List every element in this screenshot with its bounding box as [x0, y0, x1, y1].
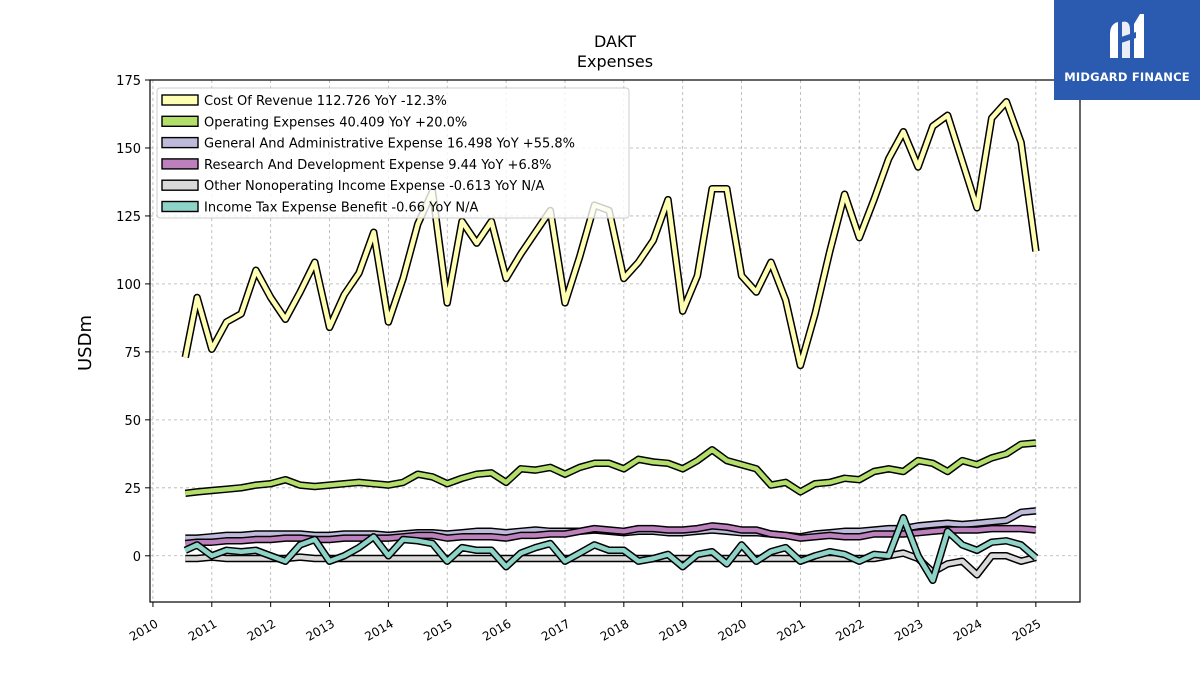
legend-label: Other Nonoperating Income Expense -0.613… [204, 179, 544, 194]
series-operating-expenses [184, 439, 1037, 498]
x-tick-label: 2019 [657, 616, 690, 643]
y-tick-label: 100 [116, 278, 141, 293]
x-tick-label: 2010 [127, 616, 160, 643]
series-line [184, 515, 1038, 583]
legend-entry: Research And Development Expense 9.44 Yo… [161, 158, 551, 173]
legend-swatch [161, 158, 199, 170]
y-tick-label: 50 [124, 414, 141, 429]
legend: Cost Of Revenue 112.726 YoY -12.3% Operat… [156, 87, 630, 219]
x-tick-label: 2023 [892, 616, 925, 643]
brand-logo: MIDGARD FINANCE [1054, 0, 1200, 100]
legend-label: Cost Of Revenue 112.726 YoY -12.3% [204, 94, 447, 109]
plot-frame [149, 79, 1081, 603]
x-tick-label: 2024 [951, 616, 984, 643]
chart-subtitle: Expenses [577, 52, 653, 71]
x-tick-label: 2022 [833, 616, 866, 643]
legend-swatch [161, 200, 199, 213]
legend-swatch [161, 115, 199, 128]
y-tick-label: 25 [124, 482, 141, 497]
x-tick-label: 2015 [421, 616, 454, 643]
y-tick-label: 0 [133, 550, 141, 565]
legend-entry: General And Administrative Expense 16.49… [161, 136, 575, 152]
legend-entry: Cost Of Revenue 112.726 YoY -12.3% [161, 94, 447, 109]
legend-box [156, 87, 630, 219]
legend-entry: Other Nonoperating Income Expense -0.613… [161, 179, 544, 194]
x-tick-label: 2020 [716, 616, 749, 643]
y-tick-label: 75 [124, 346, 141, 361]
y-axis-label: USDm [75, 315, 96, 371]
chart-title: DAKT [594, 32, 636, 51]
x-axis: 2010 2011 2012 2013 2014 2015 2016 2017 2018 2019… [127, 602, 1043, 644]
legend-swatch [161, 179, 199, 191]
legend-entry: Income Tax Expense Benefit -0.66 YoY N/A [161, 200, 479, 216]
y-axis: 0 25 50 75 100 125 150 175 [116, 74, 150, 565]
legend-label: Operating Expenses 40.409 YoY +20.0% [204, 115, 467, 130]
series-income-tax-expense-benefit [183, 513, 1039, 585]
legend-label: General And Administrative Expense 16.49… [204, 137, 575, 152]
legend-swatch [161, 94, 199, 106]
series-other-nonoperating-income-expense [185, 549, 1037, 579]
y-tick-label: 150 [116, 142, 141, 157]
x-tick-label: 2025 [1010, 616, 1043, 643]
logo-text: MIDGARD FINANCE [1064, 70, 1190, 84]
x-tick-label: 2017 [539, 616, 572, 643]
series-line [185, 440, 1037, 496]
x-tick-label: 2011 [186, 616, 219, 643]
legend-swatch [161, 136, 199, 149]
x-tick-label: 2018 [598, 616, 631, 643]
x-tick-label: 2014 [362, 616, 395, 643]
y-tick-label: 175 [116, 74, 141, 89]
x-tick-label: 2013 [304, 616, 337, 643]
y-tick-label: 125 [116, 210, 141, 225]
legend-label: Income Tax Expense Benefit -0.66 YoY N/A [204, 201, 479, 216]
x-tick-label: 2012 [245, 616, 278, 643]
series-line [185, 550, 1037, 578]
legend-label: Research And Development Expense 9.44 Yo… [204, 158, 551, 173]
x-tick-label: 2021 [774, 616, 807, 643]
legend-entry: Operating Expenses 40.409 YoY +20.0% [161, 115, 467, 130]
x-tick-label: 2016 [480, 616, 513, 643]
logo-mark-icon [1110, 14, 1144, 58]
